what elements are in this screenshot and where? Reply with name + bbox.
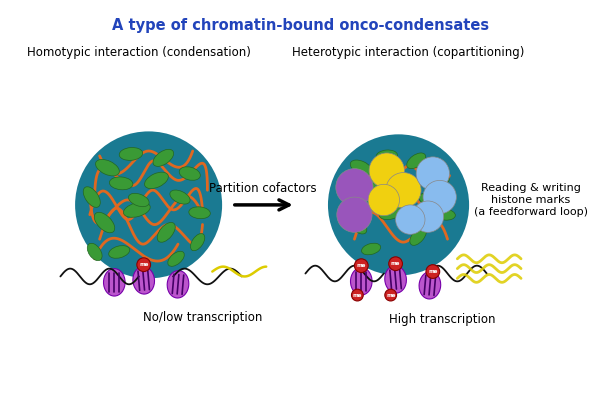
Ellipse shape xyxy=(109,177,133,190)
Ellipse shape xyxy=(95,160,119,176)
Circle shape xyxy=(389,257,403,270)
Ellipse shape xyxy=(419,272,440,299)
Ellipse shape xyxy=(385,266,406,293)
Ellipse shape xyxy=(109,246,130,258)
Ellipse shape xyxy=(350,268,372,295)
Ellipse shape xyxy=(436,209,455,220)
Ellipse shape xyxy=(348,215,367,234)
Ellipse shape xyxy=(179,167,200,180)
Circle shape xyxy=(337,197,372,232)
Ellipse shape xyxy=(124,202,150,217)
Text: me: me xyxy=(386,292,395,298)
Circle shape xyxy=(412,201,443,232)
Text: me: me xyxy=(139,262,148,267)
Ellipse shape xyxy=(128,193,149,207)
Text: me: me xyxy=(353,292,362,298)
Text: Heterotypic interaction (copartitioning): Heterotypic interaction (copartitioning) xyxy=(292,46,524,60)
Circle shape xyxy=(369,153,404,188)
Ellipse shape xyxy=(87,243,102,261)
Circle shape xyxy=(386,172,421,208)
Ellipse shape xyxy=(94,212,115,233)
Circle shape xyxy=(355,259,368,272)
Ellipse shape xyxy=(157,222,175,242)
Ellipse shape xyxy=(362,243,380,255)
Ellipse shape xyxy=(119,148,143,160)
Ellipse shape xyxy=(407,153,425,169)
Ellipse shape xyxy=(350,160,372,175)
Ellipse shape xyxy=(104,269,125,296)
Ellipse shape xyxy=(410,227,427,245)
Ellipse shape xyxy=(190,234,205,251)
Circle shape xyxy=(352,289,363,301)
Ellipse shape xyxy=(167,270,189,298)
Ellipse shape xyxy=(376,150,398,162)
Circle shape xyxy=(395,205,425,234)
Ellipse shape xyxy=(392,176,415,191)
Circle shape xyxy=(137,258,151,272)
Ellipse shape xyxy=(153,149,173,166)
Ellipse shape xyxy=(83,187,100,207)
Ellipse shape xyxy=(363,179,385,191)
Text: Homotypic interaction (condensation): Homotypic interaction (condensation) xyxy=(27,46,251,60)
Circle shape xyxy=(426,265,440,278)
Ellipse shape xyxy=(170,190,190,204)
Circle shape xyxy=(423,180,457,214)
Ellipse shape xyxy=(189,207,211,219)
Ellipse shape xyxy=(340,188,355,206)
Ellipse shape xyxy=(379,206,402,220)
Text: me: me xyxy=(428,269,437,274)
Circle shape xyxy=(416,157,449,190)
Text: me: me xyxy=(391,261,400,266)
Text: No/low transcription: No/low transcription xyxy=(143,311,262,324)
Text: me: me xyxy=(356,263,366,268)
Ellipse shape xyxy=(430,171,449,184)
Text: High transcription: High transcription xyxy=(389,313,496,326)
Circle shape xyxy=(336,169,373,206)
Circle shape xyxy=(75,131,222,278)
Text: Reading & writing
histone marks
(a feedforward loop): Reading & writing histone marks (a feedf… xyxy=(474,183,588,217)
Ellipse shape xyxy=(419,194,437,206)
Text: Partition cofactors: Partition cofactors xyxy=(209,182,317,195)
Ellipse shape xyxy=(168,251,184,266)
Ellipse shape xyxy=(145,172,169,189)
Text: A type of chromatin-bound onco-condensates: A type of chromatin-bound onco-condensat… xyxy=(112,18,489,33)
Circle shape xyxy=(368,184,400,216)
Circle shape xyxy=(385,289,397,301)
Ellipse shape xyxy=(133,267,155,294)
Circle shape xyxy=(328,134,469,276)
